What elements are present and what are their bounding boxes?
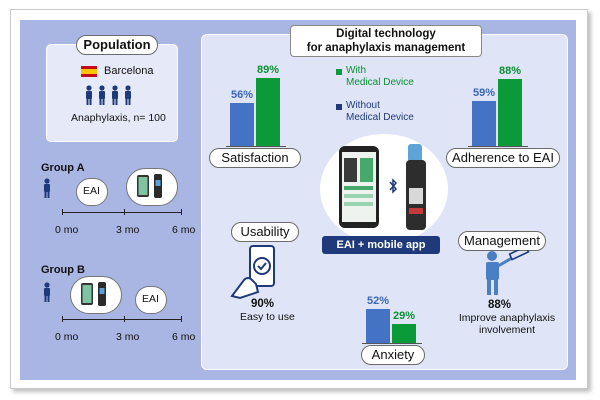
title-box: Digital technology for anaphylaxis manag… xyxy=(290,25,482,57)
group-a-eai-circle xyxy=(76,178,108,206)
management-value: 88% xyxy=(488,299,512,311)
group-b-device-circle xyxy=(70,276,122,314)
phone-checkmark-icon xyxy=(230,245,275,300)
auto-injector-icon xyxy=(406,144,426,230)
anxiety-baseline xyxy=(362,343,422,344)
satisfaction-label: Satisfaction xyxy=(209,148,301,168)
timeline-tick xyxy=(124,316,125,322)
bar-without-device xyxy=(366,309,390,343)
timeline-tick xyxy=(181,316,182,322)
person-injection-icon xyxy=(486,250,530,295)
bar-with-device xyxy=(498,79,522,146)
adherence-baseline xyxy=(468,146,528,147)
bar-without-device xyxy=(472,101,496,146)
population-city: Barcelona xyxy=(104,65,154,77)
title-line-2: for anaphylaxis management xyxy=(306,42,466,54)
group-a-person-icon xyxy=(44,178,50,198)
person-icon xyxy=(125,85,131,105)
population-sample: Anaphylaxis, n= 100 xyxy=(71,112,166,124)
usability-label: Usability xyxy=(231,222,299,242)
timeline-tick xyxy=(181,209,182,215)
group-a-tick-3: 3 mo xyxy=(116,224,140,236)
bar-value-label: 88% xyxy=(498,65,522,77)
bar-value-label: 59% xyxy=(472,87,496,99)
population-heading: Population xyxy=(76,35,158,55)
timeline-tick xyxy=(124,209,125,215)
bar-with-device xyxy=(392,324,416,343)
adherence-chart: 59% 88% xyxy=(470,56,526,146)
bar-value-label: 29% xyxy=(392,310,416,322)
usability-value: 90% xyxy=(251,298,275,310)
center-label: EAI + mobile app xyxy=(322,236,440,254)
person-icon xyxy=(99,85,105,105)
bluetooth-icon xyxy=(389,178,398,194)
group-b-eai-circle xyxy=(135,286,167,314)
usability-desc: Easy to use xyxy=(240,311,295,323)
management-desc: Improve anaphylaxis involvement xyxy=(458,312,556,336)
legend-without-label: Without Medical Device xyxy=(346,100,414,123)
satisfaction-baseline xyxy=(226,146,286,147)
legend-without-swatch xyxy=(336,104,342,110)
bar-with-device xyxy=(256,78,280,146)
group-a-label: Group A xyxy=(41,162,85,174)
bar-without-device xyxy=(230,103,254,146)
bar-value-label: 52% xyxy=(366,295,390,307)
bar-value-label: 89% xyxy=(256,64,280,76)
group-b-tick-0: 0 mo xyxy=(55,331,79,343)
bar-value-label: 56% xyxy=(230,89,254,101)
legend-with-label: With Medical Device xyxy=(346,65,414,88)
group-a-device-circle xyxy=(126,168,178,206)
timeline-tick xyxy=(62,209,63,215)
timeline-tick xyxy=(62,316,63,322)
spain-flag-icon xyxy=(81,66,97,77)
legend-with-swatch xyxy=(336,69,342,75)
satisfaction-chart: 56% 89% xyxy=(228,56,284,146)
management-label: Management xyxy=(458,231,546,251)
population-people-icons xyxy=(86,85,131,105)
group-b-timeline xyxy=(62,319,182,320)
adherence-label: Adherence to EAI xyxy=(446,148,560,168)
group-a-tick-0: 0 mo xyxy=(55,224,79,236)
title-line-1: Digital technology xyxy=(336,28,436,40)
group-b-label: Group B xyxy=(41,264,85,276)
anxiety-chart: 52% 29% xyxy=(364,263,420,343)
group-a-eai-label: EAI xyxy=(83,185,100,197)
smartphone-app-icon xyxy=(339,146,379,228)
group-a-timeline xyxy=(62,212,182,213)
group-b-phone-device-icon xyxy=(81,282,106,306)
group-b-tick-6: 6 mo xyxy=(172,331,196,343)
person-icon xyxy=(112,85,118,105)
group-b-tick-3: 3 mo xyxy=(116,331,140,343)
group-b-person-icon xyxy=(44,282,50,302)
anxiety-label: Anxiety xyxy=(361,345,425,365)
person-icon xyxy=(86,85,92,105)
group-b-eai-label: EAI xyxy=(142,293,159,305)
group-a-phone-device-icon xyxy=(137,174,162,198)
group-a-tick-6: 6 mo xyxy=(172,224,196,236)
